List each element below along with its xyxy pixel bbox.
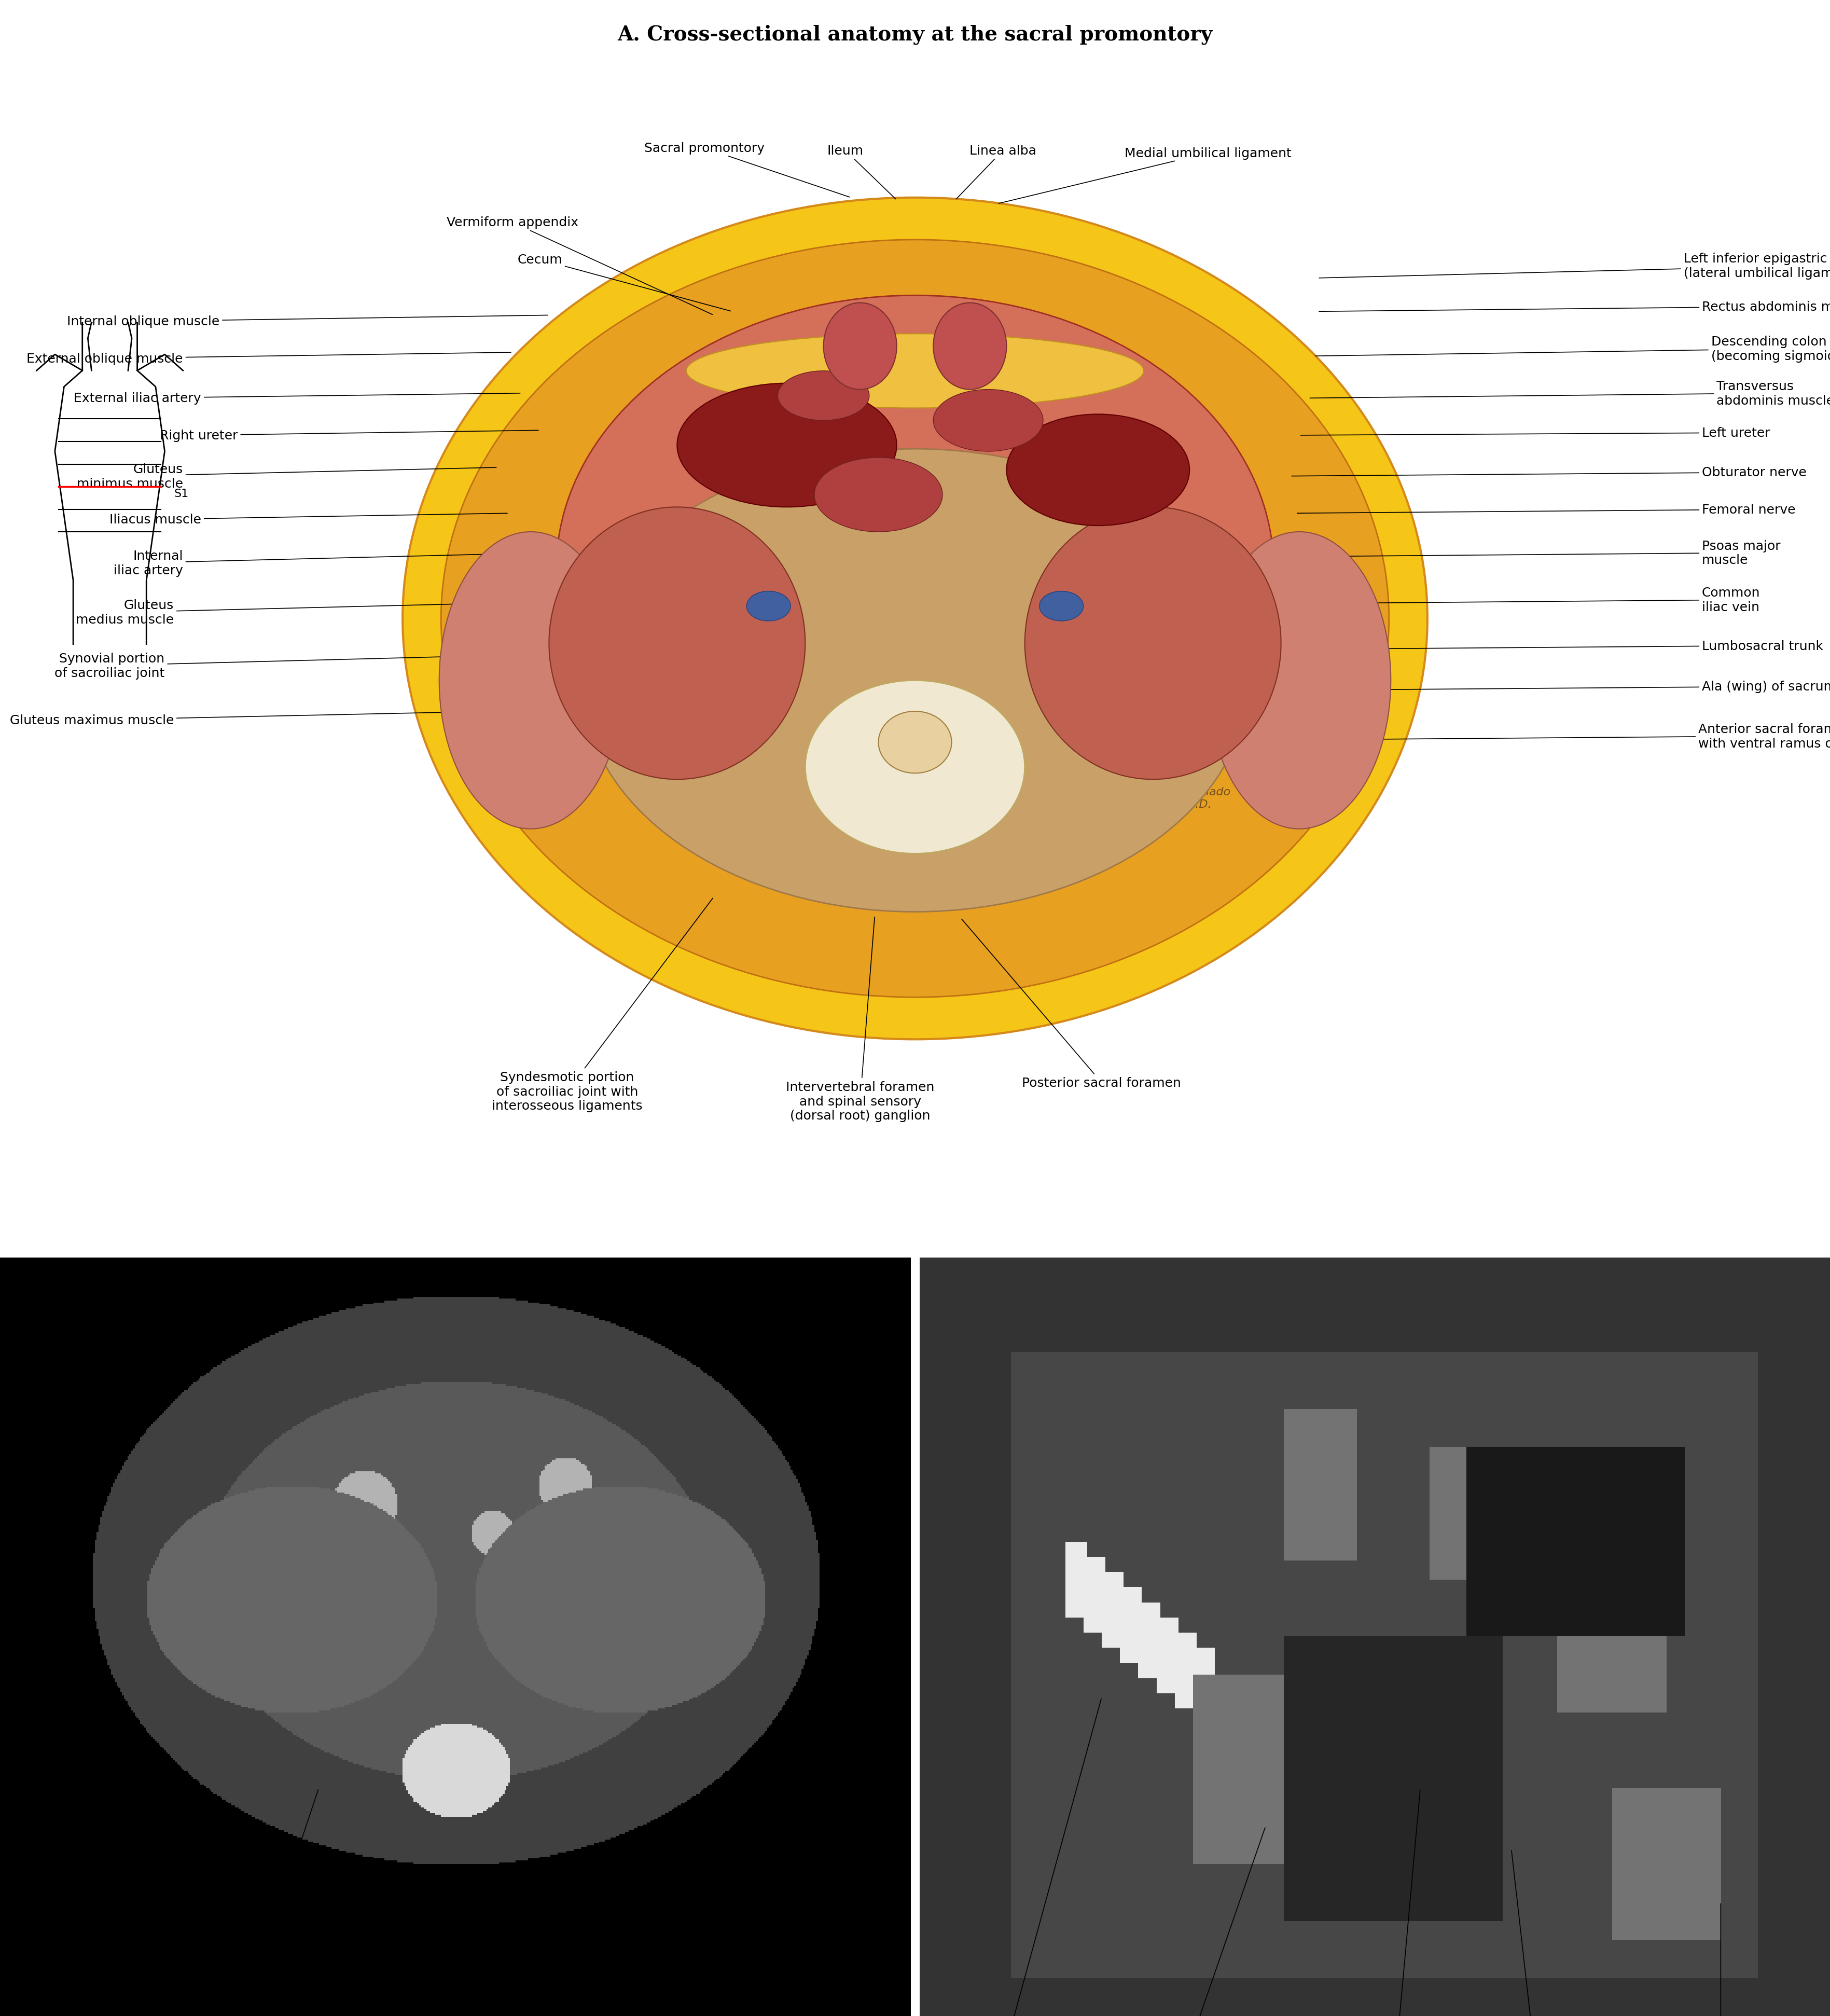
Text: Sacral promontory: Sacral promontory bbox=[644, 143, 849, 198]
Text: Rectus abdominis muscle: Rectus abdominis muscle bbox=[1319, 300, 1830, 312]
Ellipse shape bbox=[814, 458, 942, 532]
Ellipse shape bbox=[441, 240, 1389, 998]
Text: Transversus
abdominis muscle: Transversus abdominis muscle bbox=[1310, 381, 1830, 407]
Circle shape bbox=[1039, 591, 1083, 621]
Text: Vermiform appendix: Vermiform appendix bbox=[447, 216, 712, 314]
Text: Descending colon
(becoming sigmoid colon): Descending colon (becoming sigmoid colon… bbox=[1316, 335, 1830, 363]
Ellipse shape bbox=[933, 302, 1006, 389]
Circle shape bbox=[747, 591, 791, 621]
Text: Cecum: Cecum bbox=[1372, 1790, 1420, 2016]
Text: Medial umbilical ligament: Medial umbilical ligament bbox=[999, 147, 1292, 204]
Text: Synovial portion
of sacroiliac joint: Synovial portion of sacroiliac joint bbox=[55, 653, 489, 679]
Text: Gluteus maximus muscle: Gluteus maximus muscle bbox=[9, 712, 492, 726]
Text: Syndesmotic portion
of sacroiliac joint with
interosseous ligaments: Syndesmotic portion of sacroiliac joint … bbox=[492, 899, 714, 1113]
Ellipse shape bbox=[805, 681, 1025, 855]
Text: Cecum: Cecum bbox=[518, 254, 730, 312]
Text: Left inferior epigastric artery and vein
(lateral umbilical ligament): Left inferior epigastric artery and vein… bbox=[1319, 252, 1830, 280]
Text: Posterior sacral foramen: Posterior sacral foramen bbox=[963, 919, 1180, 1089]
Ellipse shape bbox=[824, 302, 897, 389]
Text: Iliacus muscle: Iliacus muscle bbox=[110, 514, 507, 526]
Text: Right ureter: Right ureter bbox=[159, 429, 538, 442]
Ellipse shape bbox=[778, 371, 869, 421]
Text: Linea alba: Linea alba bbox=[957, 145, 1036, 200]
Ellipse shape bbox=[549, 508, 805, 780]
Ellipse shape bbox=[582, 450, 1248, 911]
Ellipse shape bbox=[1006, 415, 1189, 526]
Text: Ala (wing) of sacrum: Ala (wing) of sacrum bbox=[1305, 681, 1830, 694]
Text: Common
iliac vein: Common iliac vein bbox=[1301, 587, 1760, 613]
Ellipse shape bbox=[686, 335, 1144, 409]
Text: Sigmoid
colon: Sigmoid colon bbox=[1698, 1903, 1744, 2016]
Text: Vermiform
appendix: Vermiform appendix bbox=[963, 1699, 1102, 2016]
Ellipse shape bbox=[403, 198, 1427, 1040]
Ellipse shape bbox=[933, 389, 1043, 452]
Ellipse shape bbox=[439, 532, 622, 829]
Text: Internal oblique muscle: Internal oblique muscle bbox=[68, 317, 547, 329]
Text: Femoral nerve: Femoral nerve bbox=[1297, 504, 1795, 516]
Text: Ascending colon: Ascending colon bbox=[1127, 1829, 1265, 2016]
Text: External oblique muscle: External oblique muscle bbox=[27, 353, 511, 365]
Text: Left ureter: Left ureter bbox=[1301, 427, 1770, 439]
Text: Lumbosacral trunk: Lumbosacral trunk bbox=[1297, 639, 1823, 653]
Text: Dilated enhancing appendix: Dilated enhancing appendix bbox=[199, 1790, 362, 1905]
Text: Gluteus
minimus muscle: Gluteus minimus muscle bbox=[77, 464, 496, 490]
Ellipse shape bbox=[1208, 532, 1391, 829]
Text: Internal
iliac artery: Internal iliac artery bbox=[113, 550, 492, 577]
Ellipse shape bbox=[556, 296, 1274, 843]
Text: External iliac artery: External iliac artery bbox=[73, 393, 520, 405]
Text: Gluteus
medius muscle: Gluteus medius muscle bbox=[75, 599, 474, 627]
Ellipse shape bbox=[677, 383, 897, 508]
Text: Small bowel: Small bowel bbox=[1504, 1851, 1574, 2016]
Text: Psoas major
muscle: Psoas major muscle bbox=[1310, 540, 1781, 566]
Text: S1: S1 bbox=[174, 488, 188, 498]
Text: Ileum: Ileum bbox=[827, 145, 895, 200]
Ellipse shape bbox=[1025, 508, 1281, 780]
Text: C.Machado
M.D.: C.Machado M.D. bbox=[1168, 786, 1230, 808]
Text: Intervertebral foramen
and spinal sensory
(dorsal root) ganglion: Intervertebral foramen and spinal sensor… bbox=[785, 917, 935, 1123]
Ellipse shape bbox=[878, 712, 952, 774]
Text: A. Cross-sectional anatomy at the sacral promontory: A. Cross-sectional anatomy at the sacral… bbox=[617, 24, 1213, 44]
Text: Anterior sacral foramen
with ventral ramus of S1: Anterior sacral foramen with ventral ram… bbox=[1316, 724, 1830, 750]
Text: Obturator nerve: Obturator nerve bbox=[1292, 466, 1806, 480]
